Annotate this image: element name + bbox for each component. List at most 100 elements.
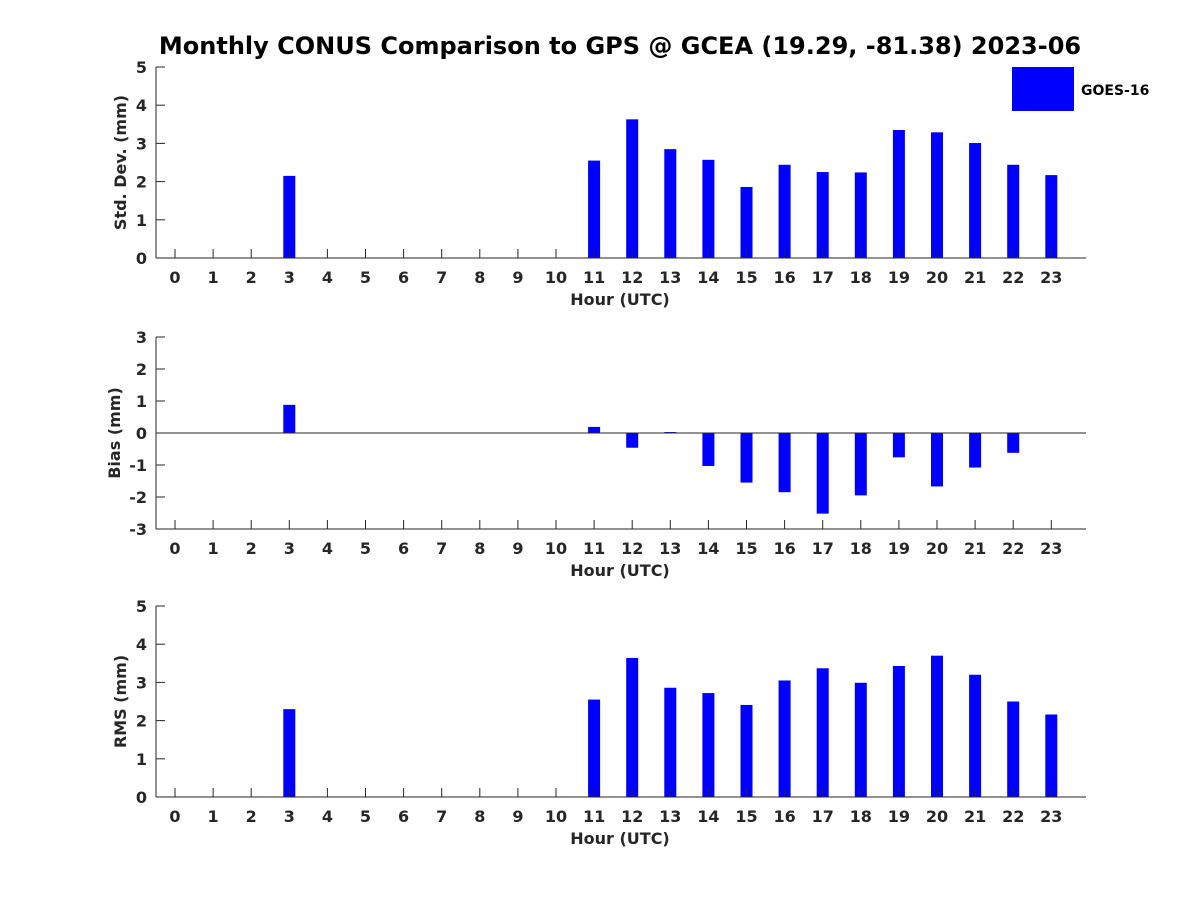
y-tick-label: 0	[136, 249, 147, 268]
x-tick-label: 16	[773, 539, 795, 558]
x-tick-label: 0	[169, 268, 180, 287]
bar-hour-20	[931, 655, 943, 797]
x-tick-label: 12	[621, 539, 643, 558]
x-tick-label: 21	[964, 268, 986, 287]
x-tick-label: 17	[812, 807, 834, 826]
x-tick-label: 11	[583, 807, 605, 826]
bar-hour-22	[1007, 701, 1020, 797]
y-tick-label: 4	[136, 635, 147, 654]
x-tick-label: 11	[583, 539, 605, 558]
y-tick-label: 2	[136, 712, 147, 731]
x-tick-label: 0	[169, 807, 180, 826]
x-tick-label: 3	[284, 807, 295, 826]
bar-hour-18	[854, 172, 867, 258]
y-tick-label: 5	[136, 597, 147, 616]
x-tick-label: 20	[926, 539, 948, 558]
x-tick-label: 2	[246, 807, 257, 826]
x-tick-label: 10	[545, 807, 567, 826]
x-tick-label: 20	[926, 268, 948, 287]
x-tick-label: 16	[773, 807, 795, 826]
bar-hour-12	[626, 657, 639, 797]
bar-hour-17	[816, 433, 829, 514]
figure-title: Monthly CONUS Comparison to GPS @ GCEA (…	[159, 32, 1081, 60]
x-tick-label: 13	[659, 268, 681, 287]
x-tick-label: 3	[284, 539, 295, 558]
bar-hour-14	[702, 159, 715, 258]
x-axis-label: Hour (UTC)	[570, 829, 670, 848]
x-tick-label: 14	[697, 268, 719, 287]
y-tick-label: 0	[136, 424, 147, 443]
x-tick-label: 22	[1002, 539, 1024, 558]
y-tick-label: 3	[136, 673, 147, 692]
x-tick-label: 13	[659, 807, 681, 826]
x-tick-label: 2	[246, 539, 257, 558]
bar-hour-15	[740, 433, 753, 483]
x-axis-label: Hour (UTC)	[570, 561, 670, 580]
x-axis-label: Hour (UTC)	[570, 290, 670, 309]
bar-hour-11	[588, 699, 601, 797]
legend-swatch-goes-16	[1012, 67, 1074, 111]
x-tick-label: 19	[888, 268, 910, 287]
bar-hour-22	[1007, 164, 1020, 258]
x-tick-label: 11	[583, 268, 605, 287]
bar-hour-19	[892, 130, 905, 258]
x-tick-label: 15	[735, 268, 757, 287]
bar-hour-16	[778, 164, 791, 258]
x-tick-label: 15	[735, 539, 757, 558]
x-tick-label: 18	[850, 268, 872, 287]
y-tick-label: 1	[136, 211, 147, 230]
x-tick-label: 19	[888, 807, 910, 826]
x-tick-label: 7	[436, 807, 447, 826]
x-tick-label: 18	[850, 539, 872, 558]
x-tick-label: 1	[208, 539, 219, 558]
x-tick-label: 4	[322, 807, 333, 826]
bar-hour-15	[740, 704, 753, 797]
bar-hour-14	[702, 433, 715, 466]
bar-hour-3	[283, 709, 296, 797]
bar-hour-17	[816, 668, 829, 797]
x-tick-label: 10	[545, 268, 567, 287]
y-tick-label: -1	[129, 456, 147, 475]
x-tick-label: 4	[322, 268, 333, 287]
x-tick-label: 8	[474, 539, 485, 558]
x-tick-label: 17	[812, 268, 834, 287]
bar-hour-15	[740, 186, 753, 258]
y-tick-label: -2	[129, 488, 147, 507]
x-tick-label: 15	[735, 807, 757, 826]
x-tick-label: 10	[545, 539, 567, 558]
bar-hour-3	[283, 404, 296, 433]
y-tick-label: 4	[136, 96, 147, 115]
bar-hour-13	[664, 687, 677, 797]
legend: GOES-16	[1012, 67, 1149, 111]
x-tick-label: 22	[1002, 807, 1024, 826]
bar-hour-13	[664, 149, 677, 258]
bar-hour-19	[892, 665, 905, 797]
x-tick-label: 1	[208, 807, 219, 826]
bar-hour-20	[931, 132, 943, 258]
bar-hour-16	[778, 433, 791, 493]
x-tick-label: 12	[621, 807, 643, 826]
x-tick-label: 14	[697, 807, 719, 826]
y-tick-label: -3	[129, 520, 147, 539]
x-tick-label: 5	[360, 268, 371, 287]
x-tick-label: 23	[1040, 268, 1062, 287]
x-tick-label: 1	[208, 268, 219, 287]
bar-hour-19	[892, 433, 905, 458]
y-tick-label: 2	[136, 173, 147, 192]
y-tick-label: 5	[136, 58, 147, 77]
bar-hour-11	[588, 160, 601, 258]
x-tick-label: 4	[322, 539, 333, 558]
bar-hour-23	[1045, 714, 1058, 797]
bar-hour-17	[816, 172, 829, 258]
x-tick-label: 3	[284, 268, 295, 287]
y-tick-label: 0	[136, 788, 147, 807]
y-tick-label: 3	[136, 328, 147, 347]
bar-hour-12	[626, 433, 639, 448]
x-tick-label: 21	[964, 807, 986, 826]
x-tick-label: 6	[398, 268, 409, 287]
x-tick-label: 5	[360, 539, 371, 558]
bar-hour-11	[588, 426, 601, 433]
